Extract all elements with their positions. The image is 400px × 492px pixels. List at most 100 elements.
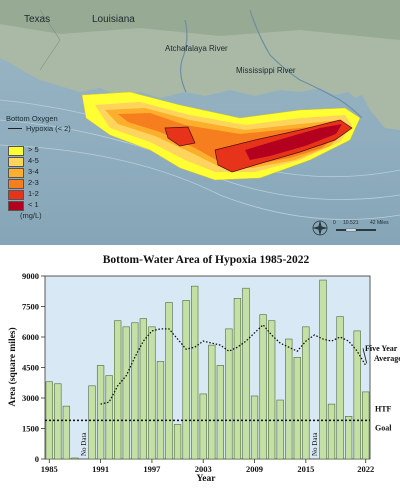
bar <box>62 405 71 460</box>
average-pointer <box>362 348 368 364</box>
htf-goal-label: HTF <box>375 404 392 413</box>
bar <box>71 457 79 460</box>
legend-label: > 5 <box>28 145 39 154</box>
oxygen-zone-1-2 <box>164 126 196 147</box>
y-axis-label: Area (square miles) <box>7 327 18 406</box>
legend-swatch <box>8 157 24 167</box>
x-tick-label: 1985 <box>41 464 58 474</box>
bar-series <box>45 279 370 460</box>
y-tick-label: 7500 <box>22 302 39 312</box>
coastline-land <box>0 0 400 130</box>
x-tick-label: 2015 <box>297 464 314 474</box>
bar <box>225 328 233 460</box>
legend-swatch <box>8 201 24 211</box>
x-tick-label: 2022 <box>357 464 374 474</box>
legend-swatch <box>8 168 24 178</box>
bar <box>182 300 190 460</box>
legend-label: < 1 <box>28 200 39 209</box>
bar <box>105 375 113 460</box>
scale-tick-1: 10.5 <box>343 220 353 226</box>
five-year-average-label: Five Year <box>365 344 398 353</box>
hypoxia-map: Texas Louisiana Atchafalaya River Missis… <box>0 0 400 245</box>
legend-label: 4-5 <box>28 156 39 165</box>
x-axis: 1985 1991 1997 2003 2009 2015 2022 <box>41 459 374 474</box>
scale-tick-3: 42 Miles <box>370 220 389 226</box>
legend-label: 3-4 <box>28 167 39 176</box>
bar <box>259 314 267 460</box>
legend-units: (mg/L) <box>20 211 42 220</box>
oxygen-zone-below-1 <box>245 124 342 160</box>
bar <box>302 326 310 460</box>
legend-label: 1-2 <box>28 189 39 198</box>
scale-tick-0: 0 <box>333 220 336 226</box>
y-tick-label: 0 <box>35 454 39 464</box>
bar <box>148 326 156 460</box>
legend-swatch <box>8 190 24 200</box>
texas-label: Texas <box>24 14 51 25</box>
bar <box>285 338 293 460</box>
y-tick-label: 9000 <box>22 271 39 281</box>
bar <box>88 385 96 460</box>
bar <box>362 391 370 460</box>
five-year-average-label-line2: Average <box>374 354 400 363</box>
y-tick-label: 3000 <box>22 393 39 403</box>
mississippi-river-label: Mississippi River <box>236 66 296 75</box>
bar <box>139 318 147 460</box>
scale-bar <box>336 228 376 232</box>
compass-icon <box>312 220 328 236</box>
x-tick-label: 1997 <box>143 464 161 474</box>
no-data-label: No Data <box>80 432 88 456</box>
bar <box>268 320 276 460</box>
scale-tick-2: 21 <box>353 220 359 226</box>
legend-title: Bottom Oxygen <box>6 114 58 123</box>
bar <box>233 298 242 460</box>
bar <box>165 302 173 460</box>
legend-swatch <box>8 179 24 189</box>
hypoxia-line-swatch <box>8 128 22 129</box>
bar <box>96 365 105 460</box>
no-data-label: No Data <box>311 432 319 456</box>
bathymetry-contour <box>0 144 400 220</box>
chart-title: Bottom-Water Area of Hypoxia 1985-2022 <box>103 254 310 266</box>
bar <box>353 330 361 460</box>
hypoxia-line-label: Hypoxia (< 2) <box>26 124 71 133</box>
louisiana-label: Louisiana <box>92 14 135 25</box>
atchafalaya-river-line <box>180 19 188 93</box>
bar <box>199 393 207 460</box>
hypoxia-area-chart: Bottom-Water Area of Hypoxia 1985-2022 0… <box>0 245 400 487</box>
bar <box>319 279 327 460</box>
y-tick-label: 6000 <box>22 332 39 342</box>
x-tick-label: 2009 <box>246 464 263 474</box>
y-tick-label: 4500 <box>22 363 39 373</box>
bar <box>191 285 199 460</box>
map-canvas <box>0 0 400 245</box>
bar <box>173 424 182 460</box>
bar <box>242 287 250 460</box>
no-data-markers: No Data No Data <box>80 432 319 456</box>
bar <box>114 320 122 460</box>
bar <box>293 357 301 460</box>
bar <box>54 383 62 460</box>
x-axis-label: Year <box>197 474 217 484</box>
atchafalaya-river-label: Atchafalaya River <box>165 44 228 53</box>
state-border <box>39 9 61 71</box>
bar <box>208 344 216 460</box>
chart-svg: Bottom-Water Area of Hypoxia 1985-2022 0… <box>7 254 400 484</box>
bar <box>250 395 259 460</box>
bar <box>336 316 344 460</box>
bar <box>131 322 139 460</box>
bar <box>344 416 353 460</box>
htf-goal-label-line2: Goal <box>375 423 392 432</box>
x-tick-label: 1991 <box>92 464 109 474</box>
mississippi-river-line <box>249 9 363 119</box>
inland-terrain <box>0 0 400 40</box>
bar <box>216 365 224 460</box>
y-tick-label: 1500 <box>22 424 39 434</box>
bar <box>156 361 165 460</box>
y-axis: 0 1500 3000 4500 6000 7500 9000 <box>22 271 45 464</box>
five-year-average-line <box>100 323 367 405</box>
x-tick-label: 2003 <box>195 464 212 474</box>
legend-swatch <box>8 146 24 156</box>
legend-label: 2-3 <box>28 178 39 187</box>
bar <box>327 403 336 460</box>
